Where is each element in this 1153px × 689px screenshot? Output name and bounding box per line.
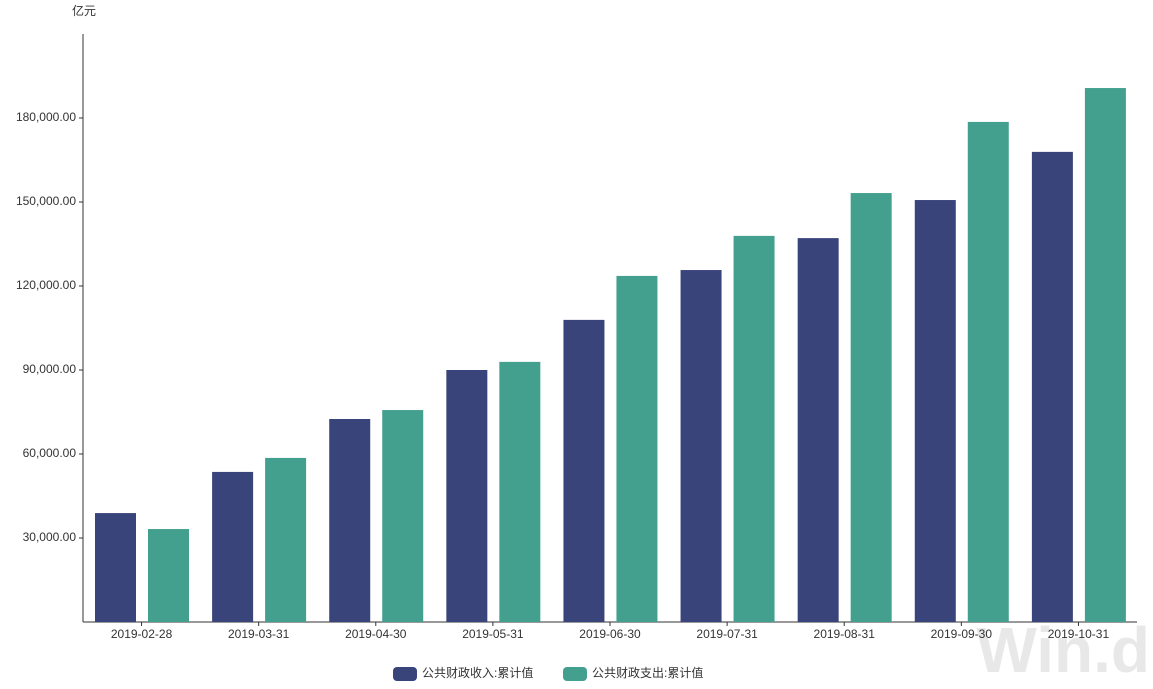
legend-label: 公共财政支出:累计值 [592,665,703,680]
bar [148,529,189,622]
bar [212,471,254,622]
bar [499,361,541,622]
bar [1031,151,1073,622]
x-tick-label: 2019-07-31 [696,627,758,641]
y-tick-label: 90,000.00 [23,362,77,376]
y-tick-label: 120,000.00 [16,278,76,292]
bar [850,193,892,623]
bar [797,238,839,622]
bar [967,121,1009,623]
y-tick-label: 150,000.00 [16,194,76,208]
bar [680,270,722,622]
x-tick-label: 2019-03-31 [228,627,290,641]
bar [733,235,775,622]
bar [616,275,658,622]
watermark: Win.d [976,614,1150,686]
bar [329,419,371,622]
x-tick-label: 2019-04-30 [345,627,407,641]
x-tick-label: 2019-06-30 [579,627,641,641]
bar [1084,88,1126,623]
x-tick-label: 2019-10-31 [1048,627,1110,641]
x-tick-label: 2019-02-28 [111,627,173,641]
y-tick-label: 60,000.00 [23,446,77,460]
y-tick-label: 30,000.00 [23,530,77,544]
x-tick-label: 2019-09-30 [931,627,993,641]
y-tick-label: 180,000.00 [16,110,76,124]
bar [446,370,488,622]
x-tick-label: 2019-05-31 [462,627,524,641]
legend-label: 公共财政收入:累计值 [422,665,533,680]
bar [265,457,307,622]
legend-swatch [563,667,587,681]
bar [95,513,136,622]
bar [914,200,956,623]
unit-label: 亿元 [72,3,96,18]
bar [382,410,424,622]
x-tick-label: 2019-08-31 [814,627,876,641]
legend-swatch [393,667,417,681]
bar [563,319,605,622]
